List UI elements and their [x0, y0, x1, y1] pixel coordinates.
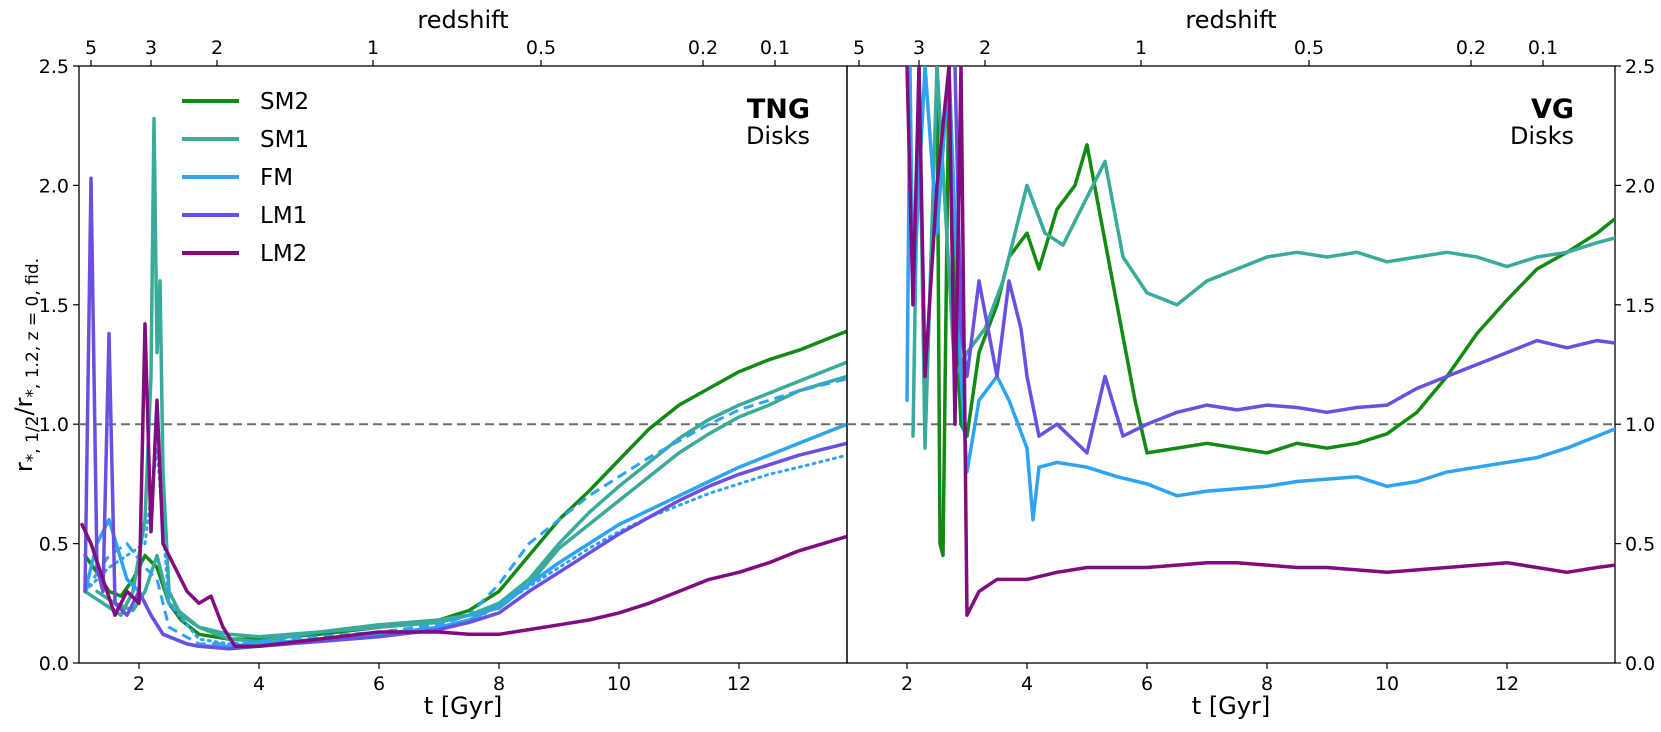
series-group-tng — [80, 116, 847, 651]
x-tick-label-vg-2: 2 — [901, 673, 913, 695]
redshift-tick-label-vg-0.5: 0.5 — [1294, 37, 1324, 59]
series-line-vg-lm2 — [905, 66, 1615, 617]
redshift-tick-label-vg-3: 3 — [913, 37, 925, 59]
x-axis-label-tng: t [Gyr] — [424, 692, 502, 720]
panel-title-vg: VG — [1531, 94, 1574, 125]
x-tick-label-vg-4: 4 — [1021, 673, 1033, 695]
y-tick-label-vg-2.5: 2.5 — [1625, 56, 1655, 78]
y-tick-label-vg-0.5: 0.5 — [1625, 534, 1655, 556]
series-line-tng-lm2 — [80, 322, 847, 649]
series-line-vg-fm — [905, 66, 1615, 522]
y-tick-label-vg-0.0: 0.0 — [1625, 653, 1655, 675]
y-axis-label-sub2: *, 1.2, z = 0, fid. — [23, 258, 43, 398]
redshift-tick-label-vg-0.1: 0.1 — [1528, 37, 1558, 59]
x-tick-label-vg-8: 8 — [1261, 673, 1273, 695]
x-tick-label-tng-6: 6 — [373, 673, 385, 695]
redshift-tick-label-vg-2: 2 — [979, 37, 991, 59]
panel-subtitle-vg: Disks — [1510, 122, 1574, 150]
x-tick-label-vg-6: 6 — [1141, 673, 1153, 695]
legend-label-sm1: SM1 — [260, 127, 309, 153]
legend-label-lm1: LM1 — [260, 203, 307, 229]
x-tick-label-tng-2: 2 — [133, 673, 145, 695]
redshift-tick-label-vg-5: 5 — [853, 37, 865, 59]
redshift-tick-label-vg-1: 1 — [1135, 37, 1147, 59]
x-tick-label-vg-12: 12 — [1495, 673, 1519, 695]
y-tick-label-vg-1.0: 1.0 — [1625, 414, 1655, 436]
x-tick-label-tng-12: 12 — [727, 673, 751, 695]
top-axis-label-tng: redshift — [417, 6, 508, 34]
panel-tng: 2 4 6 8 10 125 3 2 1 0.5 0.2 0.10.00.51.01.52.02.5 … — [39, 6, 848, 720]
legend-label-sm2: SM2 — [260, 89, 309, 115]
y-tick-label-tng-2.0: 2.0 — [39, 175, 69, 197]
redshift-tick-label-tng-1: 1 — [367, 37, 379, 59]
top-axis-label-vg: redshift — [1185, 6, 1276, 34]
y-tick-label-tng-2.5: 2.5 — [39, 56, 69, 78]
y-axis-label-sub1: *, 1/2 — [23, 416, 43, 463]
series-line-tng-lm1 — [83, 176, 847, 651]
plot-frame-vg — [846, 65, 1616, 664]
y-axis-label: r*, 1/2/r*, 1.2, z = 0, fid. — [10, 258, 43, 472]
tick-marks-tng: 2 4 6 8 10 12 5 3 2 1 0.5 0.2 0.1 0.0 0.5 1.0 1.5 2.0 2.5 — [39, 37, 790, 695]
redshift-tick-label-tng-0.2: 0.2 — [688, 37, 718, 59]
series-group-vg — [905, 66, 1615, 617]
redshift-tick-label-tng-0.5: 0.5 — [526, 37, 556, 59]
legend-label-fm: FM — [260, 165, 293, 191]
redshift-tick-label-tng-3: 3 — [145, 37, 157, 59]
panel-title-tng: TNG — [747, 94, 810, 125]
series-line-vg-lm1 — [953, 66, 1615, 455]
y-tick-label-vg-2.0: 2.0 — [1625, 175, 1655, 197]
series-line-vg-sm1 — [911, 66, 1615, 450]
y-tick-label-tng-0.0: 0.0 — [39, 653, 69, 675]
legend-label-lm2: LM2 — [260, 241, 307, 267]
redshift-tick-label-tng-2: 2 — [211, 37, 223, 59]
y-tick-label-tng-1.5: 1.5 — [39, 295, 69, 317]
panel-subtitle-tng: Disks — [746, 122, 810, 150]
y-axis-label-mid: /r — [10, 397, 38, 415]
x-tick-label-tng-4: 4 — [253, 673, 265, 695]
series-line-tng-sm1 — [83, 116, 847, 639]
redshift-tick-label-tng-5: 5 — [85, 37, 97, 59]
panel-vg: 2 4 6 8 10 125 3 2 1 0.5 0.2 0.10.00.51.01.52.02.5 … — [846, 6, 1655, 720]
x-axis-label-vg: t [Gyr] — [1192, 692, 1270, 720]
series-line-tng-sm1-alt- — [95, 374, 847, 644]
x-tick-label-tng-8: 8 — [493, 673, 505, 695]
legend: SM2 SM1 FM LM1 LM2 — [182, 89, 309, 267]
x-tick-label-tng-10: 10 — [607, 673, 631, 695]
redshift-tick-label-tng-0.1: 0.1 — [760, 37, 790, 59]
series-line-tng-fm-dashed — [83, 377, 847, 646]
tick-marks-vg: 2 4 6 8 10 12 5 3 2 1 0.5 0.2 0.1 0.0 0.5 1.0 1.5 2.0 2.5 — [853, 37, 1655, 695]
y-tick-label-tng-1.0: 1.0 — [39, 414, 69, 436]
redshift-tick-label-vg-0.2: 0.2 — [1456, 37, 1486, 59]
y-tick-label-vg-1.5: 1.5 — [1625, 295, 1655, 317]
y-axis-label-main: r — [10, 462, 38, 472]
x-tick-label-vg-10: 10 — [1375, 673, 1399, 695]
y-tick-label-tng-0.5: 0.5 — [39, 534, 69, 556]
